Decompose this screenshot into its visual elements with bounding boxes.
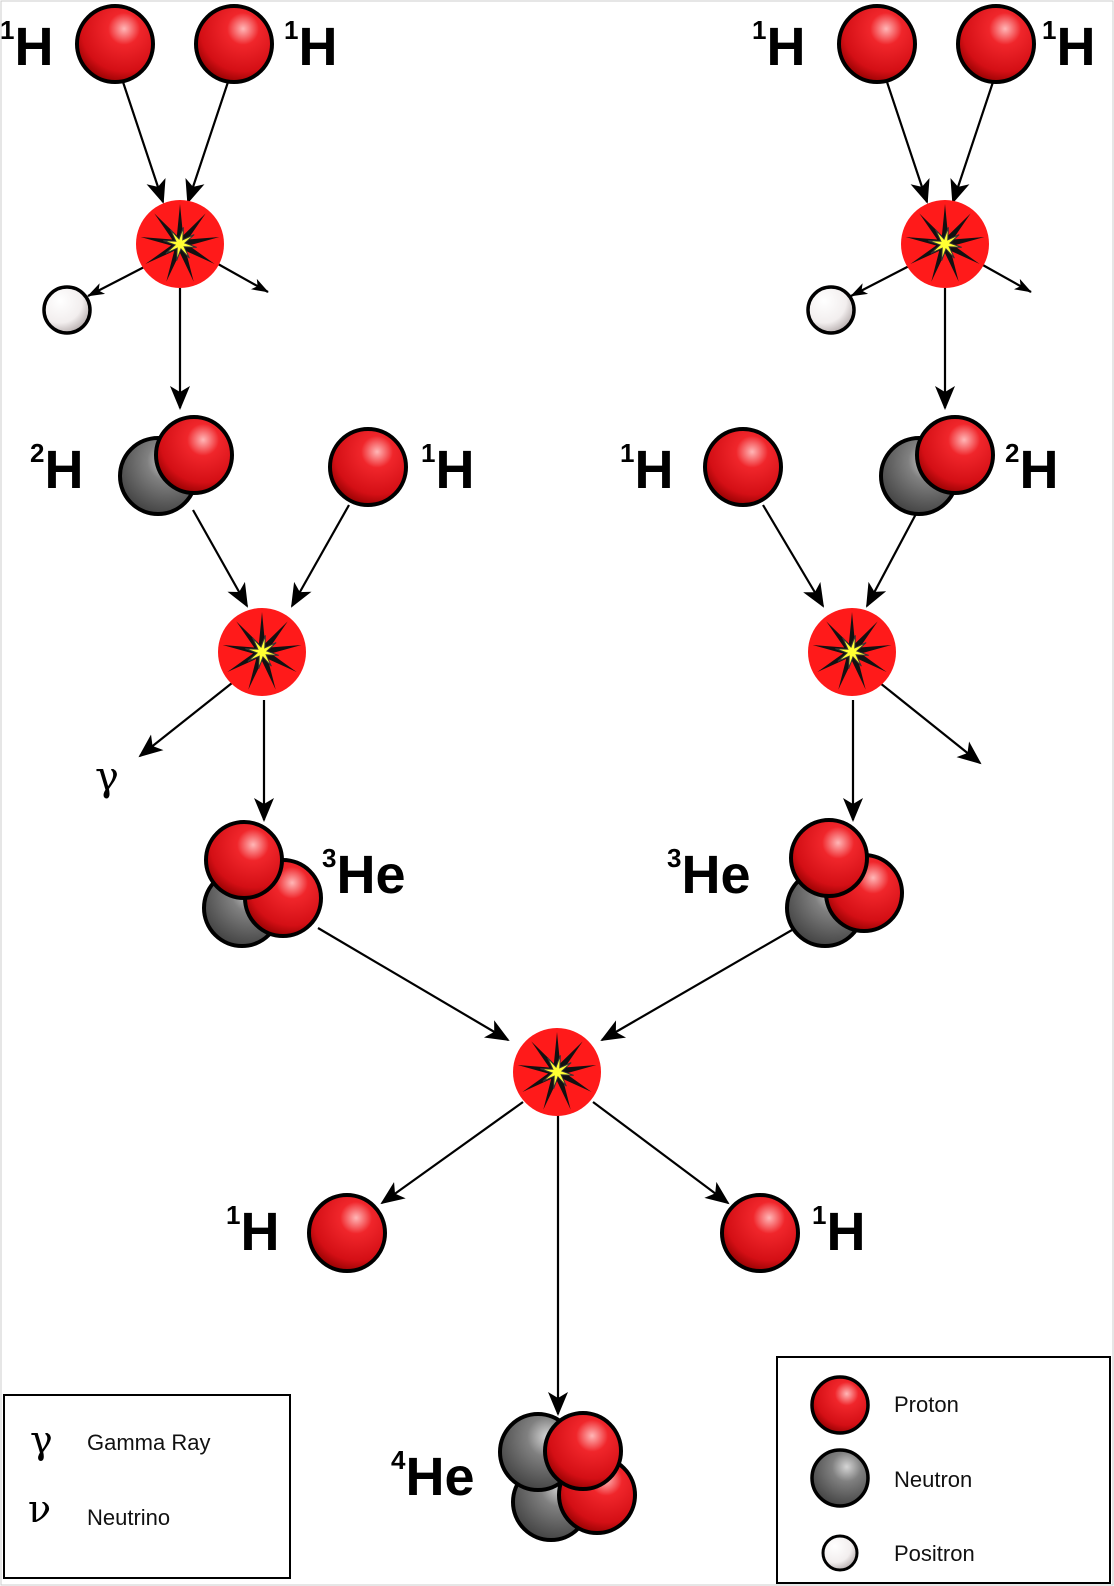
reaction-star	[245, 635, 279, 669]
arrow-h1-to-reaction-2	[291, 504, 350, 608]
legend-proton-icon	[810, 1375, 870, 1435]
nucleus-label-h1: 1H	[0, 15, 53, 77]
arrow-h1-to-reaction-1	[950, 81, 995, 204]
arrow-he3-to-reaction-3	[600, 929, 793, 1042]
nucleus-label-h2: 2H	[1005, 438, 1058, 500]
proton	[154, 415, 234, 495]
arrow-he3-to-reaction-3	[317, 927, 510, 1042]
proton	[543, 1411, 623, 1491]
arrow-positron-out	[850, 263, 914, 297]
nucleus-label-h1: 1H	[421, 438, 474, 500]
proton	[915, 415, 995, 495]
arrows	[87, 81, 1032, 1416]
arrow-deuterium-to-reaction-2	[192, 509, 248, 608]
legend-neutrino-label: Neutrino	[87, 1505, 170, 1530]
arrow-h1-to-reaction-1	[885, 81, 930, 204]
reaction-star	[835, 635, 869, 669]
nucleus-label-h1: 1H	[812, 1200, 865, 1262]
arrow-h1-to-reaction-1	[121, 81, 166, 204]
nucleus-label-he3: 3He	[667, 843, 751, 905]
arrow-to-h1-output	[592, 1101, 730, 1205]
proton	[204, 820, 284, 900]
reaction-burst	[513, 1028, 601, 1116]
positron	[42, 285, 92, 335]
proton	[194, 4, 274, 84]
nucleus-label-h1: 1H	[620, 438, 673, 500]
legend-neutrino-symbol: ν	[28, 1487, 51, 1531]
legend-box	[3, 1394, 291, 1579]
nucleus-label-h1: 1H	[226, 1200, 279, 1262]
arrow-positron-out	[87, 263, 151, 297]
nucleus-label-he4: 4He	[391, 1445, 475, 1507]
legend-particles: Proton Neutron Positron	[776, 1356, 1111, 1584]
nucleus-label-h1: 1H	[284, 15, 337, 77]
reaction-burst	[808, 608, 896, 696]
reaction-star	[540, 1055, 574, 1089]
legend-particle-types: γ Gamma Ray ν Neutrino	[3, 1394, 291, 1579]
legend-proton-label: Proton	[894, 1392, 959, 1417]
proton	[307, 1193, 387, 1273]
arrow-h1-to-reaction-1	[185, 81, 230, 204]
legend-neutron-icon	[810, 1448, 870, 1508]
gamma-label: γ	[95, 754, 119, 800]
reaction-star	[928, 227, 962, 261]
arrow-gamma-out	[879, 682, 982, 765]
reaction-burst	[136, 200, 224, 288]
proton	[75, 4, 155, 84]
nucleus-label-he3: 3He	[322, 843, 406, 905]
proton	[703, 427, 783, 507]
reaction-star	[163, 227, 197, 261]
arrow-deuterium-to-reaction-2	[866, 511, 918, 608]
arrow-gamma-out	[138, 682, 233, 758]
legend-positron-label: Positron	[894, 1541, 975, 1566]
proton	[837, 4, 917, 84]
proton	[720, 1193, 800, 1273]
arrow-neutrino-out	[217, 263, 269, 293]
arrow-to-h1-output	[380, 1101, 524, 1205]
nucleus-label-h2: 2H	[30, 438, 83, 500]
proton	[956, 4, 1036, 84]
reaction-burst	[218, 608, 306, 696]
proton	[328, 427, 408, 507]
legend-positron-icon	[821, 1534, 859, 1572]
reaction-burst	[901, 200, 989, 288]
legend-neutron-label: Neutron	[894, 1467, 972, 1492]
arrow-neutrino-out	[980, 263, 1032, 293]
legend-gamma-symbol: γ	[30, 1418, 53, 1462]
proton	[789, 818, 869, 898]
particles	[42, 4, 1036, 1542]
nucleus-label-h1: 1H	[1042, 15, 1095, 77]
nucleus-label-h1: 1H	[752, 15, 805, 77]
positron	[806, 285, 856, 335]
arrow-h1-to-reaction-2	[762, 504, 825, 608]
legend-gamma-label: Gamma Ray	[87, 1430, 210, 1455]
